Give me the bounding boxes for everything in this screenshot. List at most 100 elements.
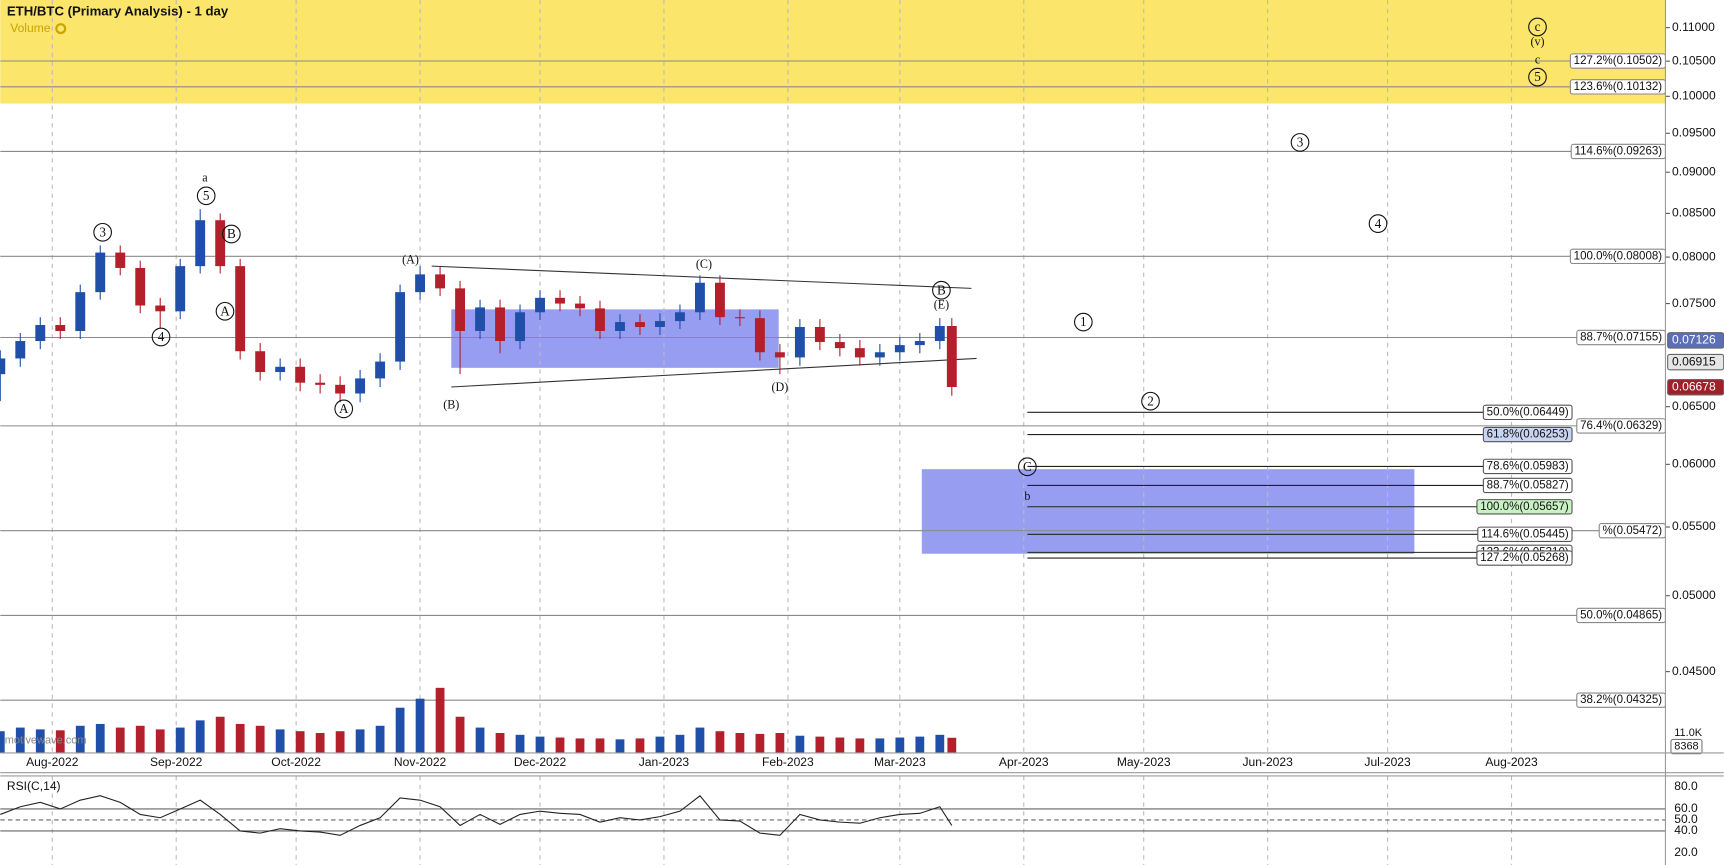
volume-bar: [435, 687, 445, 753]
volume-bar: [375, 725, 385, 753]
candle-body: [275, 366, 286, 373]
volume-last: 8368: [1674, 740, 1698, 752]
projection-label-box: [1482, 426, 1573, 443]
volume-bar: [775, 733, 785, 753]
candle-body: [635, 322, 645, 328]
y-tick-label: 0.10000: [1672, 88, 1716, 102]
wave-label: (A): [402, 253, 419, 267]
candle-body: [195, 220, 206, 267]
candle-body: [35, 325, 46, 342]
projection-label: 100.0%(0.05657): [1480, 501, 1569, 513]
rsi-line: [0, 794, 953, 836]
wave-label: (C): [696, 257, 712, 271]
wave-label: 1: [1080, 314, 1087, 329]
candle-body: [934, 326, 945, 342]
volume-bar: [615, 739, 625, 753]
chart-title: ETH/BTC (Primary Analysis) - 1 day: [7, 4, 229, 19]
volume-bar: [855, 738, 865, 753]
settings-icon[interactable]: [55, 23, 67, 35]
volume-label: Volume: [10, 21, 51, 35]
zone: [921, 469, 1415, 554]
y-tick-label: 0.05500: [1672, 519, 1716, 533]
volume-bar: [947, 737, 957, 753]
x-tick-label: Aug-2023: [1485, 755, 1538, 769]
projection-label: 78.6%(0.05983): [1487, 460, 1569, 472]
volume-bar: [895, 737, 905, 753]
candle-body: [515, 312, 525, 342]
volume-bar: [795, 735, 805, 753]
y-tick-label: 0.04500: [1672, 664, 1716, 678]
trend-line: [431, 265, 972, 289]
volume-bar: [495, 733, 505, 753]
wave-label: c: [1535, 53, 1540, 67]
volume-bar: [915, 736, 925, 753]
y-tick-label: 0.09500: [1672, 125, 1716, 139]
x-tick-label: Feb-2023: [762, 755, 814, 769]
volume-bar: [135, 725, 145, 753]
wave-label: 2: [1147, 393, 1154, 408]
volume-bar: [415, 698, 425, 753]
candle-body: [255, 351, 266, 373]
x-tick-label: Aug-2022: [26, 755, 79, 769]
volume-bar: [175, 727, 185, 753]
volume-bar: [835, 737, 845, 753]
zones: [0, 0, 1666, 554]
wave-circle: [1528, 17, 1547, 37]
candle-body: [535, 297, 545, 313]
volume-bar: [55, 730, 65, 753]
labels: Aug-2022 Sep-2022 Oct-2022 Nov-2022 Dec-2022…: [26, 17, 1724, 859]
wave-circle: [334, 399, 354, 419]
wave-circle: [215, 301, 235, 321]
volume-bar: [595, 738, 605, 753]
y-tick-label: 0.08500: [1672, 206, 1716, 220]
candle-body: [714, 282, 725, 318]
volume-bar: [875, 738, 885, 753]
wave-label: (E): [934, 297, 949, 311]
volume-bar: [675, 734, 685, 753]
volume-bar: [755, 733, 765, 753]
volume-bar: [555, 737, 565, 753]
candle-body: [115, 252, 126, 268]
candle-body: [854, 348, 865, 358]
fib-label: 114.6%(0.09263): [1575, 146, 1663, 158]
volume-bar: [215, 716, 225, 753]
volume-bar: [295, 731, 305, 753]
volume-bar: [735, 733, 745, 753]
x-tick-label: Nov-2022: [394, 755, 447, 769]
candle-body: [175, 266, 186, 312]
projection-label-box: [1482, 477, 1573, 494]
wave-label: b: [1024, 489, 1030, 503]
price-marker: 0.06678: [1672, 379, 1716, 393]
projection-label: 61.8%(0.06253): [1487, 429, 1569, 441]
rsi-tick-label: 80.0: [1674, 779, 1698, 793]
volume-bar: [695, 727, 705, 753]
wave-label: 4: [158, 329, 165, 344]
volume-bar: [35, 729, 45, 753]
wave-label: (B): [443, 397, 459, 411]
wave-circle: [1074, 312, 1093, 332]
volume-bar: [455, 716, 465, 753]
candle-body: [555, 297, 565, 304]
volume-bar: [935, 734, 945, 753]
x-tick-label: Apr-2023: [999, 755, 1049, 769]
y-tick-label: 0.06500: [1672, 399, 1716, 413]
wave-label: A: [339, 401, 349, 416]
fib-label: 38.2%(0.04325): [1580, 694, 1662, 706]
trend-line: [451, 357, 977, 388]
projection-label: 88.7%(0.05827): [1487, 479, 1569, 491]
y-tick-label: 0.10500: [1672, 53, 1716, 67]
candle-body: [295, 366, 306, 383]
wave-circle: [222, 224, 241, 244]
price-marker: 0.07126: [1672, 333, 1716, 347]
zone: [451, 309, 779, 368]
candle-body: [595, 308, 605, 331]
wave-circle: [93, 222, 112, 242]
candle-body: [794, 327, 805, 358]
wave-label: B: [227, 226, 236, 241]
volume-bar: [635, 738, 645, 753]
volume-bar: [355, 729, 365, 753]
x-tick-label: Oct-2022: [271, 755, 321, 769]
x-tick-label: Jul-2023: [1364, 755, 1411, 769]
wave-circle: [1141, 391, 1160, 411]
